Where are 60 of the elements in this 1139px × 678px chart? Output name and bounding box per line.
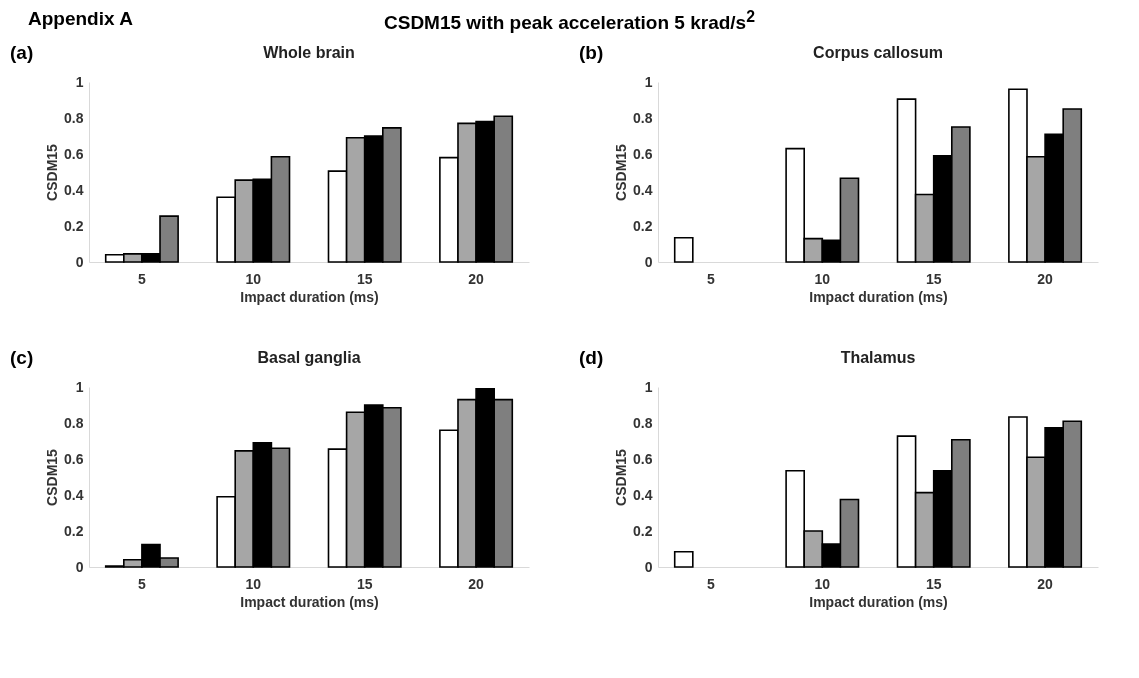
y-axis-title: CSDM15 bbox=[613, 448, 630, 506]
y-tick-label: 1 bbox=[644, 378, 653, 395]
y-tick-label: 0.6 bbox=[64, 450, 84, 467]
text: CSDM15 with peak acceleration 5 krad/s$^{2}$ bbox=[383, 8, 756, 34]
x-tick-label: 10 bbox=[814, 575, 831, 592]
x-tick-label: 5 bbox=[138, 575, 147, 592]
y-tick-label: 0.2 bbox=[64, 217, 84, 234]
y-tick-label: 0.6 bbox=[633, 145, 653, 162]
x-tick-label: 20 bbox=[1037, 575, 1054, 592]
y-tick-label: 0.8 bbox=[633, 414, 653, 431]
x-tick-label: 10 bbox=[814, 270, 831, 287]
y-axis-title: CSDM15 bbox=[44, 448, 61, 506]
y-axis-title: CSDM15 bbox=[613, 143, 630, 201]
y-tick-label: 1 bbox=[644, 73, 653, 90]
bar bbox=[673, 550, 694, 568]
y-axis-title: CSDM15 bbox=[44, 143, 61, 201]
y-tick-label: 0.4 bbox=[633, 181, 653, 198]
y-tick-label: 0.8 bbox=[633, 109, 653, 126]
x-tick-label: 20 bbox=[468, 575, 485, 592]
x-tick-label: 5 bbox=[707, 575, 716, 592]
y-tick-label: 0.6 bbox=[64, 145, 84, 162]
x-tick-label: 15 bbox=[925, 270, 942, 287]
x-axis-title: Impact duration (ms) bbox=[240, 593, 379, 610]
x-tick-label: 5 bbox=[707, 270, 716, 287]
x-axis-title: Impact duration (ms) bbox=[809, 288, 948, 305]
y-tick-label: 0 bbox=[75, 558, 84, 575]
x-tick-label: 10 bbox=[245, 575, 262, 592]
y-tick-label: 0.6 bbox=[633, 450, 653, 467]
y-tick-label: 0.2 bbox=[64, 522, 84, 539]
x-tick-label: 20 bbox=[1037, 270, 1054, 287]
text: (d) bbox=[579, 347, 604, 369]
x-tick-label: 15 bbox=[925, 575, 942, 592]
x-tick-label: 10 bbox=[245, 270, 262, 287]
x-tick-label: 15 bbox=[356, 575, 373, 592]
text: (a) bbox=[10, 42, 34, 64]
y-tick-label: 0.4 bbox=[64, 486, 84, 503]
text: (c) bbox=[10, 347, 34, 369]
chart-title: Whole brain bbox=[263, 44, 355, 61]
text: (b) bbox=[579, 42, 604, 64]
y-tick-label: 0.2 bbox=[633, 217, 653, 234]
text: Appendix A bbox=[28, 8, 133, 30]
chart-title: Corpus callosum bbox=[813, 44, 943, 61]
y-tick-label: 1 bbox=[75, 378, 84, 395]
y-tick-label: 0 bbox=[75, 253, 84, 270]
x-tick-label: 5 bbox=[138, 270, 147, 287]
x-tick-label: 20 bbox=[468, 270, 485, 287]
y-tick-label: 0.8 bbox=[64, 414, 84, 431]
x-tick-label: 15 bbox=[356, 270, 373, 287]
x-axis-title: Impact duration (ms) bbox=[809, 593, 948, 610]
y-tick-label: 1 bbox=[75, 73, 84, 90]
y-tick-label: 0.8 bbox=[64, 109, 84, 126]
chart-title: Basal ganglia bbox=[257, 349, 361, 366]
y-tick-label: 0.4 bbox=[633, 486, 653, 503]
y-tick-label: 0 bbox=[644, 253, 653, 270]
x-axis-title: Impact duration (ms) bbox=[240, 288, 379, 305]
chart-title: Thalamus bbox=[840, 349, 916, 366]
y-tick-label: 0.2 bbox=[633, 522, 653, 539]
y-tick-label: 0.4 bbox=[64, 181, 84, 198]
y-tick-label: 0 bbox=[644, 558, 653, 575]
bar bbox=[673, 236, 694, 263]
